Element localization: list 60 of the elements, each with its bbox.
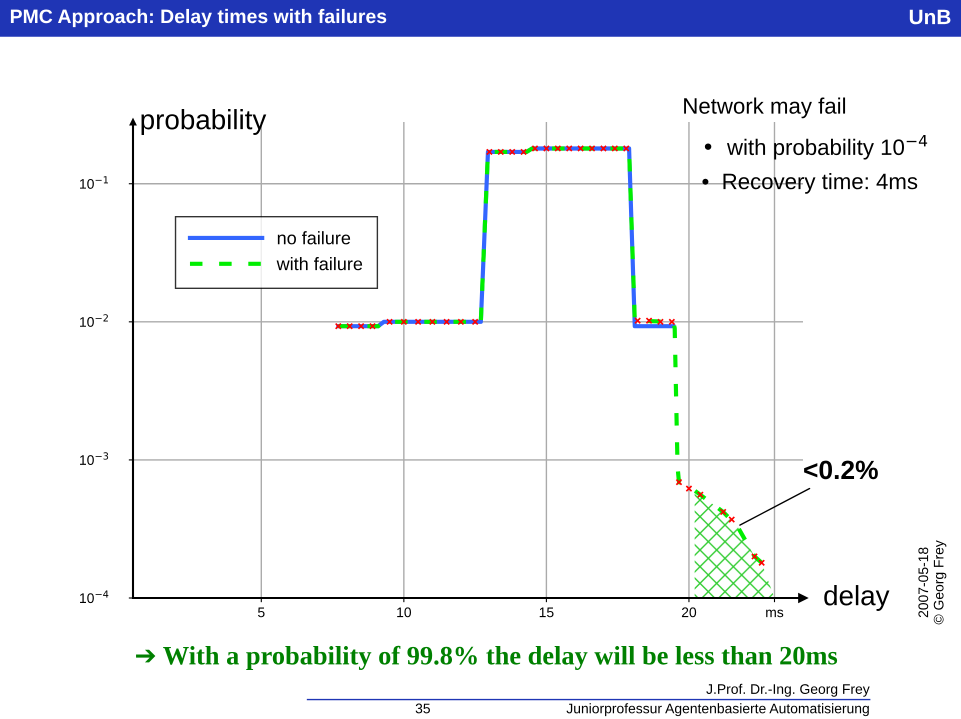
chart-title: PMC Approach: Delay times with failures	[10, 8, 386, 28]
annotation: • with probability 10$^{−4}$	[704, 135, 928, 160]
text: UnB	[910, 10, 950, 24]
text: ➔ With a probability of 99.8% the delay will be less than 20ms	[136, 646, 838, 670]
point	[720, 508, 727, 516]
point	[657, 318, 664, 326]
point	[676, 478, 682, 486]
y-tick-label: 10$^{−2}$	[80, 314, 108, 327]
point	[728, 516, 736, 523]
x-tick-label: 20	[682, 607, 696, 618]
point	[358, 322, 365, 330]
point	[646, 317, 652, 324]
point	[622, 145, 630, 152]
point	[686, 485, 692, 492]
point	[588, 145, 596, 152]
text: Network may fail	[684, 97, 846, 118]
text: Juniorprofessur Agentenbasierte Automatisierung	[566, 703, 869, 716]
point	[554, 145, 562, 152]
text: 2007-05-18	[918, 547, 928, 618]
x-tick-label: 5	[258, 608, 265, 618]
point	[346, 322, 354, 330]
annotation: <0.2%	[804, 460, 878, 480]
y-tick-label: 10$^{−4}$	[80, 590, 108, 604]
x-tick-label: 15	[540, 608, 554, 618]
point	[386, 318, 394, 326]
y-tick-label: 10$^{−3}$	[80, 452, 108, 465]
point	[369, 322, 376, 330]
point	[400, 318, 408, 326]
legend-label: no failure	[278, 231, 350, 244]
x-axis-title: delay	[824, 585, 890, 611]
point	[751, 553, 758, 560]
point	[497, 148, 504, 156]
point	[634, 317, 642, 324]
point	[668, 318, 676, 326]
point	[758, 559, 766, 566]
point	[428, 318, 436, 326]
point	[457, 318, 464, 326]
point	[542, 145, 550, 152]
point	[414, 318, 422, 326]
annotation: • Recovery time: 4ms	[702, 172, 918, 194]
point	[443, 318, 450, 326]
point	[520, 148, 528, 156]
point	[486, 148, 493, 156]
text: © Georg Frey	[934, 540, 946, 624]
point	[577, 145, 584, 152]
x-tick-label: ms	[766, 610, 784, 618]
point	[532, 145, 538, 152]
y-axis-title: probability	[141, 109, 266, 135]
text: J.Prof. Dr.-Ing. Georg Frey	[706, 684, 870, 697]
point	[508, 148, 516, 156]
point	[600, 145, 607, 152]
point	[472, 318, 479, 326]
point	[611, 145, 618, 152]
point	[566, 145, 573, 152]
point	[696, 491, 704, 498]
text: 35	[416, 704, 430, 714]
y-tick-label: 10$^{−1}$	[80, 176, 108, 189]
point	[334, 322, 342, 330]
x-tick-label: 10	[397, 607, 412, 618]
legend-label: with failure	[276, 257, 362, 270]
